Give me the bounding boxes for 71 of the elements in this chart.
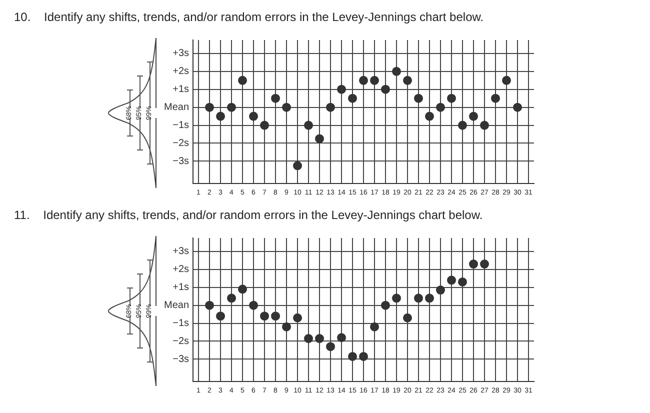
- y-tick-label: −3s: [172, 354, 190, 365]
- point: [392, 66, 402, 76]
- point: [458, 277, 468, 286]
- point: [469, 260, 478, 269]
- point: [403, 76, 412, 85]
- point: [238, 76, 248, 85]
- point: [249, 112, 258, 121]
- point: [326, 102, 336, 112]
- point: [414, 94, 424, 103]
- point: [480, 260, 489, 269]
- point: [436, 286, 446, 295]
- point: [370, 322, 380, 332]
- point: [502, 76, 511, 85]
- point: [326, 342, 336, 352]
- y-tick-label: −2s: [172, 336, 190, 347]
- y-tick-label: +1s: [172, 84, 190, 96]
- point: [348, 94, 358, 103]
- y-tick-label: +3s: [172, 48, 190, 60]
- y-tick-label: Mean: [164, 102, 190, 114]
- point: [293, 313, 302, 322]
- point: [216, 312, 226, 321]
- point: [315, 134, 324, 144]
- chart-title: 11. Identify any shifts, trends, and/or random errors in the Levey-Jennings chart below.: [14, 208, 483, 222]
- point: [425, 294, 434, 303]
- point: [414, 294, 424, 303]
- point: [249, 300, 258, 310]
- point: [491, 94, 500, 103]
- point: [304, 334, 314, 344]
- y-tick-label: +3s: [172, 246, 190, 258]
- point: [205, 300, 214, 310]
- y-tick-label: +1s: [172, 282, 190, 294]
- point: [304, 120, 314, 130]
- point: [337, 333, 346, 342]
- y-tick-label: +2s: [172, 66, 190, 78]
- point: [271, 94, 280, 103]
- point: [282, 322, 292, 332]
- point: [359, 352, 368, 361]
- point: [469, 112, 478, 121]
- point: [392, 294, 402, 303]
- point: [436, 102, 446, 112]
- point: [227, 294, 236, 303]
- point: [216, 112, 226, 121]
- point: [370, 76, 380, 85]
- point: [403, 313, 412, 322]
- point: [282, 102, 292, 112]
- y-tick-label: −1s: [172, 120, 190, 132]
- point: [458, 120, 468, 130]
- point: [359, 76, 368, 85]
- point: [260, 312, 270, 321]
- point: [425, 112, 434, 121]
- y-tick-label: −3s: [172, 156, 190, 167]
- point: [513, 102, 522, 112]
- point: [381, 300, 390, 310]
- point: [271, 312, 280, 321]
- point: [348, 352, 358, 361]
- point: [205, 102, 214, 112]
- point: [293, 161, 302, 170]
- y-tick-label: −1s: [172, 318, 190, 330]
- point: [315, 334, 324, 344]
- chart-title: 10. Identify any shifts, trends, and/or random errors in the Levey-Jennings chart below.: [14, 10, 484, 24]
- y-tick-label: +2s: [172, 264, 190, 276]
- point: [447, 276, 456, 285]
- y-tick-label: Mean: [164, 300, 190, 312]
- point: [227, 102, 236, 112]
- y-tick-label: −2s: [172, 138, 190, 149]
- point: [480, 120, 489, 130]
- point: [381, 84, 390, 94]
- point: [238, 284, 248, 294]
- point: [337, 84, 346, 94]
- point: [260, 120, 270, 130]
- point: [447, 94, 456, 103]
